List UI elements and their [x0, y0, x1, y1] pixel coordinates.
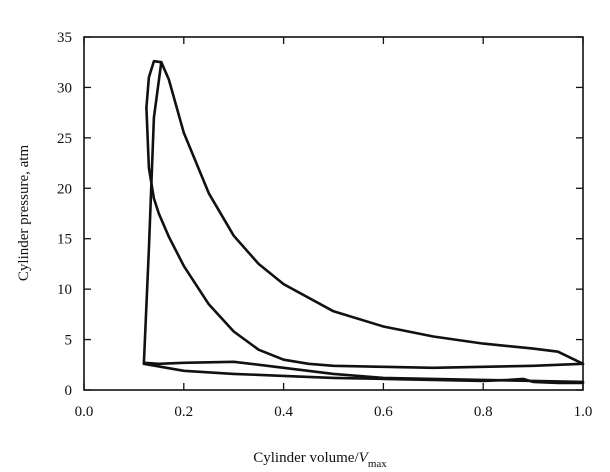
series-lines — [142, 59, 585, 385]
x-tick-label: 0.6 — [374, 404, 393, 420]
y-tick-label: 20 — [57, 181, 72, 197]
x-axis-title: Cylinder volume/Vmax — [253, 450, 387, 470]
series-line-2 — [142, 360, 585, 384]
y-tick-label: 30 — [57, 80, 72, 96]
y-tick-labels: 0 5 10 15 20 25 30 35 — [57, 30, 72, 399]
series-line-3 — [142, 60, 585, 366]
y-tick-label: 0 — [65, 383, 73, 399]
series-line-4 — [145, 106, 585, 370]
x-axis-title-main: Cylinder volume/ — [253, 450, 359, 466]
x-axis-title-sub: max — [368, 458, 387, 470]
y-axis-title: Cylinder pressure, atm — [16, 145, 32, 282]
x-tick-label: 0.4 — [274, 404, 293, 420]
x-tick-label: 0.8 — [474, 404, 493, 420]
x-axis-title-var: V — [359, 450, 370, 466]
y-tick-label: 35 — [57, 30, 72, 46]
x-tick-labels: 0.0 0.2 0.4 0.6 0.8 1.0 — [75, 404, 593, 420]
y-tick-label: 10 — [57, 282, 72, 298]
x-tick-label: 0.2 — [174, 404, 193, 420]
y-tick-label: 5 — [65, 333, 73, 349]
y-tick-label: 15 — [57, 232, 72, 248]
series-line-5 — [145, 59, 163, 109]
plot-frame — [83, 36, 584, 391]
x-tick-marks — [83, 37, 584, 390]
y-tick-label: 25 — [57, 131, 72, 147]
y-tick-marks — [84, 36, 583, 391]
x-tick-label: 0.0 — [75, 404, 94, 420]
x-tick-label: 1.0 — [574, 404, 593, 420]
